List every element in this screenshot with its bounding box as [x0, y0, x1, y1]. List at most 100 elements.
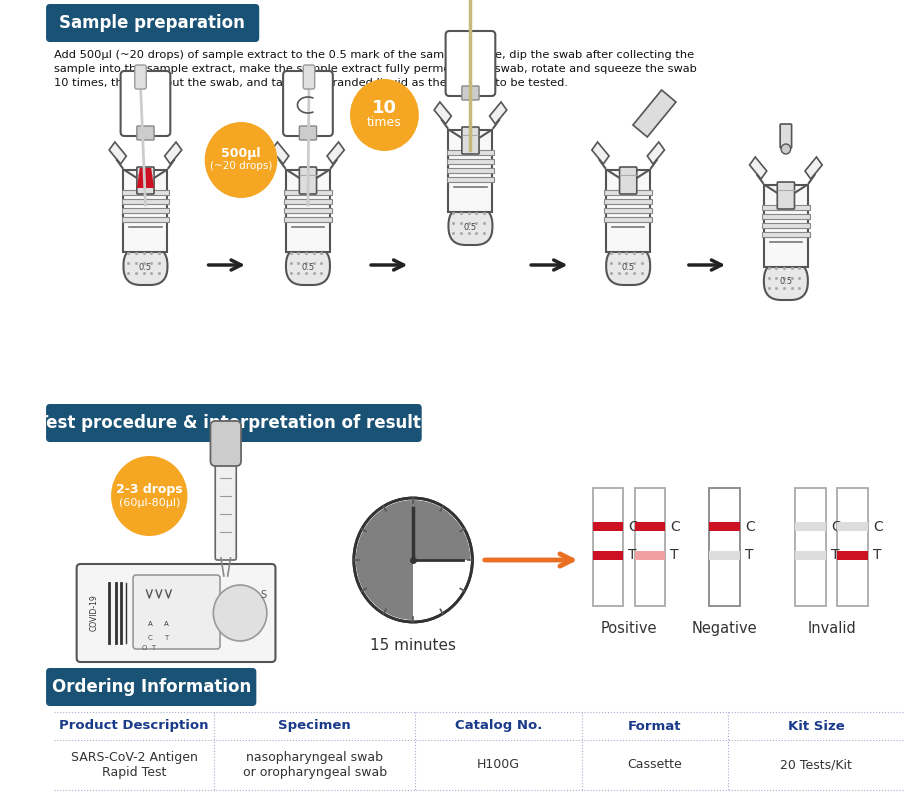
Bar — [635, 550, 666, 559]
Text: C: C — [670, 520, 680, 534]
Bar — [604, 199, 652, 204]
Bar — [446, 150, 494, 155]
Text: (~20 drops): (~20 drops) — [210, 161, 272, 171]
Text: Catalog No.: Catalog No. — [455, 720, 542, 733]
Bar — [709, 550, 740, 559]
Text: T: T — [670, 548, 678, 563]
Polygon shape — [592, 142, 609, 164]
Bar — [593, 522, 624, 531]
Bar — [762, 232, 810, 237]
Text: 20 Tests/Kit: 20 Tests/Kit — [780, 758, 852, 771]
Wedge shape — [413, 560, 470, 620]
Text: sample into the sample extract, make the sample extract fully permeate the swab,: sample into the sample extract, make the… — [54, 64, 697, 74]
Text: T: T — [745, 548, 753, 563]
Bar — [284, 190, 331, 195]
Text: C: C — [628, 520, 638, 534]
Text: 0.5: 0.5 — [464, 222, 477, 231]
Text: T: T — [164, 635, 169, 641]
Text: Test procedure & interpretation of results: Test procedure & interpretation of resul… — [37, 414, 430, 432]
Bar — [123, 170, 167, 252]
Circle shape — [354, 498, 472, 622]
Bar — [446, 177, 494, 182]
Bar — [286, 170, 330, 252]
Wedge shape — [356, 500, 470, 620]
FancyBboxPatch shape — [121, 71, 171, 136]
Bar — [762, 205, 810, 210]
FancyBboxPatch shape — [137, 167, 154, 194]
Bar — [604, 190, 652, 195]
FancyBboxPatch shape — [46, 4, 259, 42]
Bar — [762, 214, 810, 219]
Text: 10: 10 — [372, 99, 397, 117]
Bar — [448, 130, 492, 212]
FancyBboxPatch shape — [462, 86, 479, 100]
Text: C: C — [873, 520, 883, 534]
Bar — [837, 488, 868, 606]
Bar — [446, 168, 494, 173]
Text: Positive: Positive — [601, 621, 657, 636]
Bar — [604, 217, 652, 222]
Text: O  T: O T — [142, 645, 156, 651]
Bar — [764, 185, 808, 267]
Text: Product Description: Product Description — [59, 720, 209, 733]
FancyBboxPatch shape — [283, 71, 333, 136]
Bar — [446, 159, 494, 164]
FancyBboxPatch shape — [299, 126, 317, 140]
Polygon shape — [272, 142, 289, 164]
FancyBboxPatch shape — [448, 207, 492, 245]
Polygon shape — [489, 102, 507, 124]
Text: C: C — [148, 635, 152, 641]
Text: T: T — [628, 548, 636, 563]
FancyBboxPatch shape — [211, 421, 241, 466]
FancyBboxPatch shape — [137, 126, 154, 140]
FancyBboxPatch shape — [77, 564, 276, 662]
Bar — [837, 550, 868, 559]
FancyBboxPatch shape — [123, 247, 167, 285]
Text: Format: Format — [628, 720, 682, 733]
Text: T: T — [831, 548, 839, 563]
Text: C: C — [831, 520, 841, 534]
Text: Negative: Negative — [692, 621, 758, 636]
Polygon shape — [633, 90, 676, 137]
Text: Kit Size: Kit Size — [788, 720, 845, 733]
Text: 2-3 drops: 2-3 drops — [116, 484, 183, 496]
Bar — [635, 522, 666, 531]
Text: T: T — [873, 548, 881, 563]
Text: S: S — [260, 590, 267, 600]
Polygon shape — [164, 142, 182, 164]
Polygon shape — [750, 157, 767, 179]
Text: SARS-CoV-2 Antigen
Rapid Test: SARS-CoV-2 Antigen Rapid Test — [70, 751, 197, 779]
Bar — [121, 217, 170, 222]
FancyBboxPatch shape — [133, 575, 220, 649]
Text: 0.5: 0.5 — [139, 263, 152, 272]
Text: 0.5: 0.5 — [622, 263, 635, 272]
Text: Sample preparation: Sample preparation — [59, 14, 245, 32]
Text: Invalid: Invalid — [807, 621, 856, 636]
Polygon shape — [110, 142, 126, 164]
Circle shape — [782, 144, 791, 154]
Text: 0.5: 0.5 — [780, 277, 792, 286]
Text: Add 500μl (~20 drops) of sample extract to the 0.5 mark of the sampling tube, di: Add 500μl (~20 drops) of sample extract … — [54, 50, 694, 60]
Circle shape — [111, 456, 187, 536]
Bar — [593, 488, 624, 606]
Bar — [284, 208, 331, 213]
Text: Specimen: Specimen — [278, 720, 351, 733]
Text: 0.5: 0.5 — [301, 263, 314, 272]
Bar — [635, 488, 666, 606]
Text: (60μl-80μl): (60μl-80μl) — [119, 498, 180, 508]
Text: A: A — [164, 621, 169, 627]
Bar — [121, 190, 170, 195]
Text: 15 minutes: 15 minutes — [370, 638, 456, 653]
Polygon shape — [137, 168, 154, 188]
FancyBboxPatch shape — [299, 167, 317, 194]
Text: nasopharyngeal swab
or oropharyngeal swab: nasopharyngeal swab or oropharyngeal swa… — [243, 751, 387, 779]
Text: A: A — [148, 621, 152, 627]
FancyBboxPatch shape — [777, 182, 794, 209]
Text: Cassette: Cassette — [627, 758, 682, 771]
Bar — [284, 217, 331, 222]
FancyBboxPatch shape — [46, 668, 257, 706]
Polygon shape — [434, 102, 451, 124]
Text: Ordering Information: Ordering Information — [51, 678, 251, 696]
Polygon shape — [805, 157, 823, 179]
FancyBboxPatch shape — [764, 262, 808, 300]
